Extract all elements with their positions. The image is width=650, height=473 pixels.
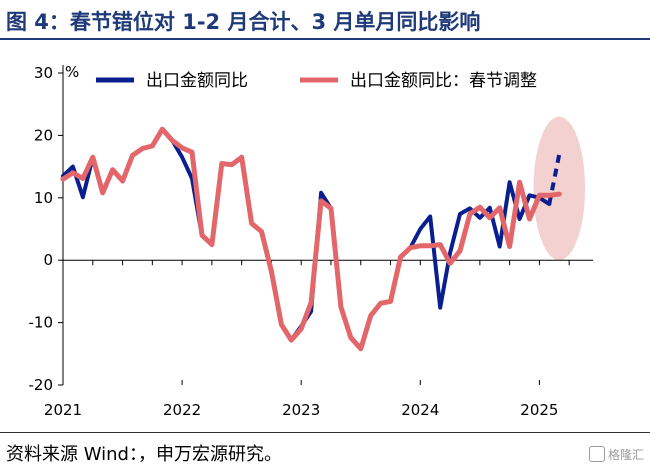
title-underline xyxy=(0,38,650,40)
y-tick-label: 0 xyxy=(43,251,53,269)
x-tick-label: 2023 xyxy=(282,401,320,419)
watermark-logo-icon xyxy=(588,446,605,462)
legend-label-export: 出口金额同比 xyxy=(146,71,248,91)
watermark-text: 格隆汇 xyxy=(607,448,644,462)
y-tick-label: 20 xyxy=(34,126,53,144)
x-tick-label: 2021 xyxy=(44,401,82,419)
watermark: 格隆汇 xyxy=(588,446,644,463)
legend-label-adjusted: 出口金额同比：春节调整 xyxy=(350,71,537,91)
y-unit-label: % xyxy=(65,63,79,81)
highlight-ellipse xyxy=(533,116,586,261)
x-tick-label: 2025 xyxy=(520,401,558,419)
x-tick-label: 2024 xyxy=(401,401,439,419)
x-tick-label: 2022 xyxy=(163,401,201,419)
y-tick-label: 30 xyxy=(34,64,53,82)
footer-divider xyxy=(0,432,650,433)
series-adjusted-line xyxy=(60,126,562,352)
y-tick-label: -20 xyxy=(29,376,54,394)
series-export-dashed-line xyxy=(547,153,562,205)
title-bar: 图 4：春节错位对 1-2 月合计、3 月单月同比影响 xyxy=(0,0,650,40)
page-title: 图 4：春节错位对 1-2 月合计、3 月单月同比影响 xyxy=(6,10,481,34)
y-tick-label: -10 xyxy=(29,314,54,332)
y-tick-label: 10 xyxy=(34,189,53,207)
line-chart: 30 20 10 0 -10 -20 2021 2022 2023 2024 2025% 出口金额同比… xyxy=(29,63,593,419)
source-note: 资料来源 Wind：，申万宏源研究。 xyxy=(6,444,282,465)
